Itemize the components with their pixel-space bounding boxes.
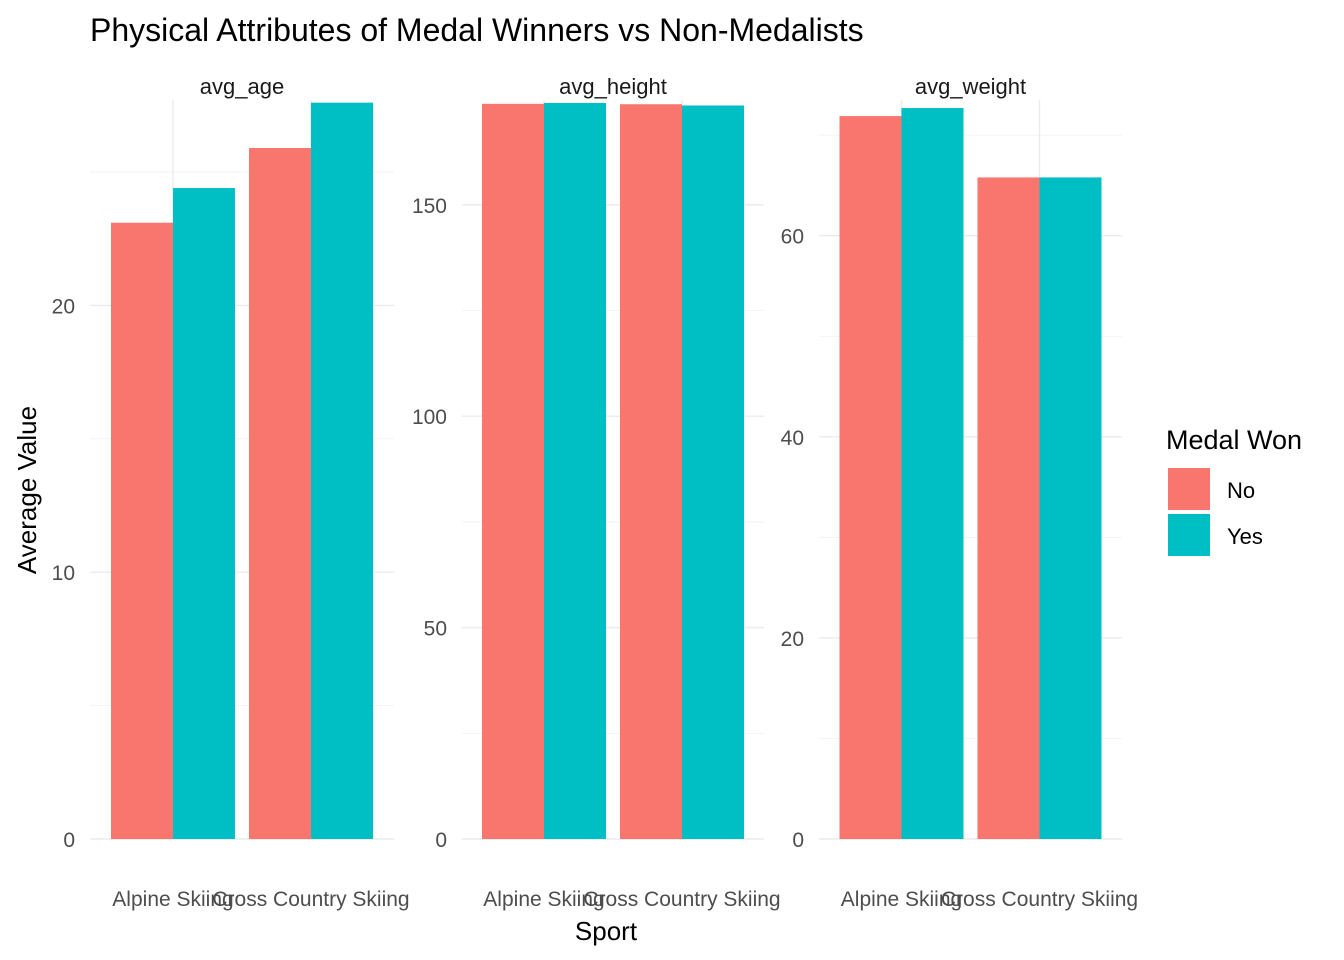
y-tick-label: 50	[424, 618, 447, 641]
bar-avg-weight-alpine-skiing-no	[839, 116, 902, 839]
chart-title: Physical Attributes of Medal Winners vs …	[90, 12, 864, 48]
y-tick-label: 150	[412, 195, 447, 218]
bar-avg-age-cross-country-skiing-no	[249, 148, 311, 839]
y-tick-label: 20	[781, 628, 804, 651]
x-tick-label: Alpine Skiing	[483, 888, 604, 911]
legend-key-yes	[1168, 514, 1210, 556]
legend-key-no	[1168, 468, 1210, 510]
bar-avg-height-alpine-skiing-yes	[544, 102, 606, 840]
x-axis-title: Sport	[575, 916, 638, 946]
legend-title: Medal Won	[1166, 425, 1302, 455]
x-tick-label: Alpine Skiing	[841, 888, 962, 911]
y-tick-label: 100	[412, 406, 447, 429]
bar-avg-height-cross-country-skiing-yes	[682, 105, 744, 840]
facet-strip-label: avg_weight	[915, 74, 1026, 99]
bar-avg-weight-alpine-skiing-yes	[901, 108, 964, 840]
y-tick-label: 0	[63, 829, 75, 852]
y-tick-label: 20	[52, 295, 75, 318]
bar-avg-age-cross-country-skiing-yes	[311, 102, 373, 840]
legend: Medal Won No Yes	[1166, 425, 1302, 556]
y-tick-label: 10	[52, 562, 75, 585]
x-tick-label: Cross Country Skiing	[212, 888, 409, 911]
y-axis-title: Average Value	[12, 406, 42, 574]
x-tick-label: Alpine Skiing	[112, 888, 233, 911]
legend-label-yes: Yes	[1227, 524, 1263, 549]
bar-avg-age-alpine-skiing-yes	[173, 188, 235, 839]
bar-avg-weight-cross-country-skiing-yes	[1039, 177, 1102, 839]
bar-avg-height-alpine-skiing-no	[482, 103, 544, 839]
y-tick-label: 40	[781, 427, 804, 450]
x-tick-label: Cross Country Skiing	[941, 888, 1138, 911]
bar-avg-height-cross-country-skiing-no	[620, 104, 682, 840]
bar-avg-age-alpine-skiing-no	[111, 222, 173, 839]
x-tick-label: Cross Country Skiing	[583, 888, 780, 911]
y-tick-label: 60	[781, 226, 804, 249]
facet-strip-label: avg_height	[559, 74, 667, 99]
facet-strip-label: avg_age	[200, 74, 284, 99]
y-tick-label: 0	[435, 829, 447, 852]
y-tick-label: 0	[792, 829, 804, 852]
bar-avg-weight-cross-country-skiing-no	[977, 177, 1040, 839]
legend-label-no: No	[1227, 478, 1255, 503]
